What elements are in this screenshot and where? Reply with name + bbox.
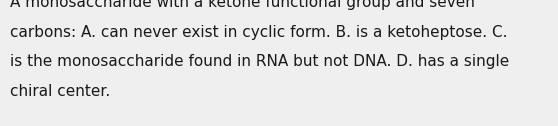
Text: A monosaccharide with a ketone functional group and seven: A monosaccharide with a ketone functiona… bbox=[10, 0, 475, 10]
Text: is the monosaccharide found in RNA but not DNA. D. has a single: is the monosaccharide found in RNA but n… bbox=[10, 54, 509, 69]
Text: chiral center.: chiral center. bbox=[10, 84, 110, 99]
Text: carbons: A. can never exist in cyclic form. B. is a ketoheptose. C.: carbons: A. can never exist in cyclic fo… bbox=[10, 25, 508, 40]
